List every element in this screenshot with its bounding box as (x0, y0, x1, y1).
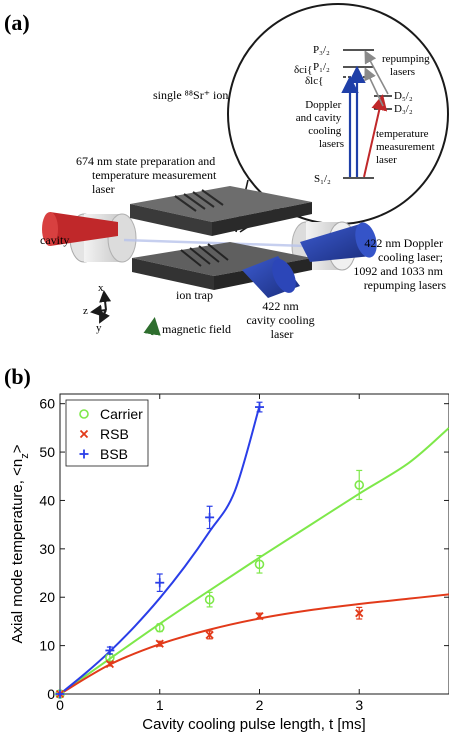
data-point-bsb (155, 578, 165, 588)
repump-arrow-1033 (364, 50, 389, 95)
data-point-bsb (205, 512, 215, 522)
data-point-rsb (255, 611, 264, 621)
panel-a: (a) P₃/₂ P₁/₂ δci{ δlc{ D₅/₂ D₃/₂ S₁/₂ r… (4, 3, 449, 341)
legend-box (65, 399, 149, 467)
fit-curve-bsb (59, 405, 261, 695)
magnetic-field-arrow (143, 317, 161, 336)
legend-marker-bsb (79, 449, 89, 459)
data-markers (55, 401, 365, 699)
cavity-axis (123, 238, 307, 248)
label-d32: D₃/₂ (394, 103, 413, 115)
data-point-bsb (105, 645, 115, 655)
axis-z-label: z (83, 305, 88, 317)
laser-674-label: 674 nm state preparation and temperature… (76, 154, 219, 196)
error-bar-carrier (206, 591, 213, 608)
label-p32: P₃/₂ (313, 44, 330, 56)
data-point-rsb (105, 659, 115, 669)
y-tick-label: 30 (39, 541, 55, 557)
data-point-carrier (154, 622, 165, 633)
inset-repump-label: repumping lasers (382, 53, 432, 78)
legend-label-bsb: BSB (100, 446, 128, 462)
ion-label: single ⁸⁸Sr⁺ ion (153, 88, 228, 102)
y-tick-label: 60 (39, 396, 55, 412)
label-delta-ci: δci{ (294, 64, 312, 76)
legend-marker-carrier (79, 409, 89, 419)
y-tick-label: 50 (39, 444, 55, 460)
cavity-cooling-laser-label: 422 nm cavity cooling laser (246, 299, 317, 341)
cavity-cooling-laser-beam (242, 256, 300, 298)
x-tick-label: 1 (156, 697, 164, 713)
inset-doppler-label: Doppler and cavity cooling lasers (296, 99, 344, 150)
data-point-rsb (205, 630, 214, 640)
panel-a-label: (a) (4, 10, 30, 35)
y-tick-label: 40 (39, 492, 55, 508)
x-tick-label: 3 (355, 697, 363, 713)
x-axis-label: Cavity cooling pulse length, t [ms] (142, 716, 365, 733)
data-point-rsb (355, 609, 364, 618)
magnetic-field-label: magnetic field (162, 322, 231, 336)
y-tick-label: 0 (47, 686, 55, 702)
legend-label-carrier: Carrier (100, 406, 143, 422)
error-bar-carrier (356, 469, 363, 501)
y-tick-label: 20 (39, 589, 55, 605)
label-d52: D₅/₂ (394, 90, 413, 102)
panel-b-label: (b) (4, 364, 31, 389)
laser-674-beam (50, 212, 118, 246)
data-point-bsb (55, 689, 65, 699)
x-tick-label: 2 (256, 697, 264, 713)
coordinate-axes (90, 290, 112, 324)
data-point-carrier (254, 559, 265, 570)
label-p12: P₁/₂ (313, 61, 330, 73)
ion-trap-label: ion trap (176, 288, 213, 302)
data-point-rsb (155, 639, 164, 648)
error-bar-carrier (256, 555, 263, 574)
y-tick-label: 10 (39, 638, 55, 654)
x-tick-label: 0 (56, 697, 64, 713)
inset-temperature-label: temperature measurement laser (376, 128, 437, 166)
label-delta-lc: δlc{ (305, 75, 323, 87)
label-s12: S₁/₂ (314, 173, 331, 185)
axis-y-label: y (96, 322, 102, 334)
repump-arrow-1092 (364, 67, 384, 107)
legend-label-rsb: RSB (100, 426, 129, 442)
legend: Carrier RSB BSB (65, 399, 149, 467)
axis-x-label: x (98, 282, 104, 294)
doppler-laser-beam (300, 222, 377, 262)
data-point-carrier (354, 480, 365, 490)
legend-marker-rsb (79, 429, 89, 439)
y-axis-label: Axial mode temperature, <nz> (9, 444, 31, 643)
doppler-laser-label: 422 nm Doppler cooling laser; 1092 and 1… (353, 236, 446, 292)
data-point-bsb (254, 402, 264, 412)
data-point-carrier (204, 594, 215, 605)
cavity-label: cavity (40, 233, 69, 247)
temperature-laser-arrow (363, 94, 388, 178)
laser-674-beam-end (42, 212, 58, 246)
